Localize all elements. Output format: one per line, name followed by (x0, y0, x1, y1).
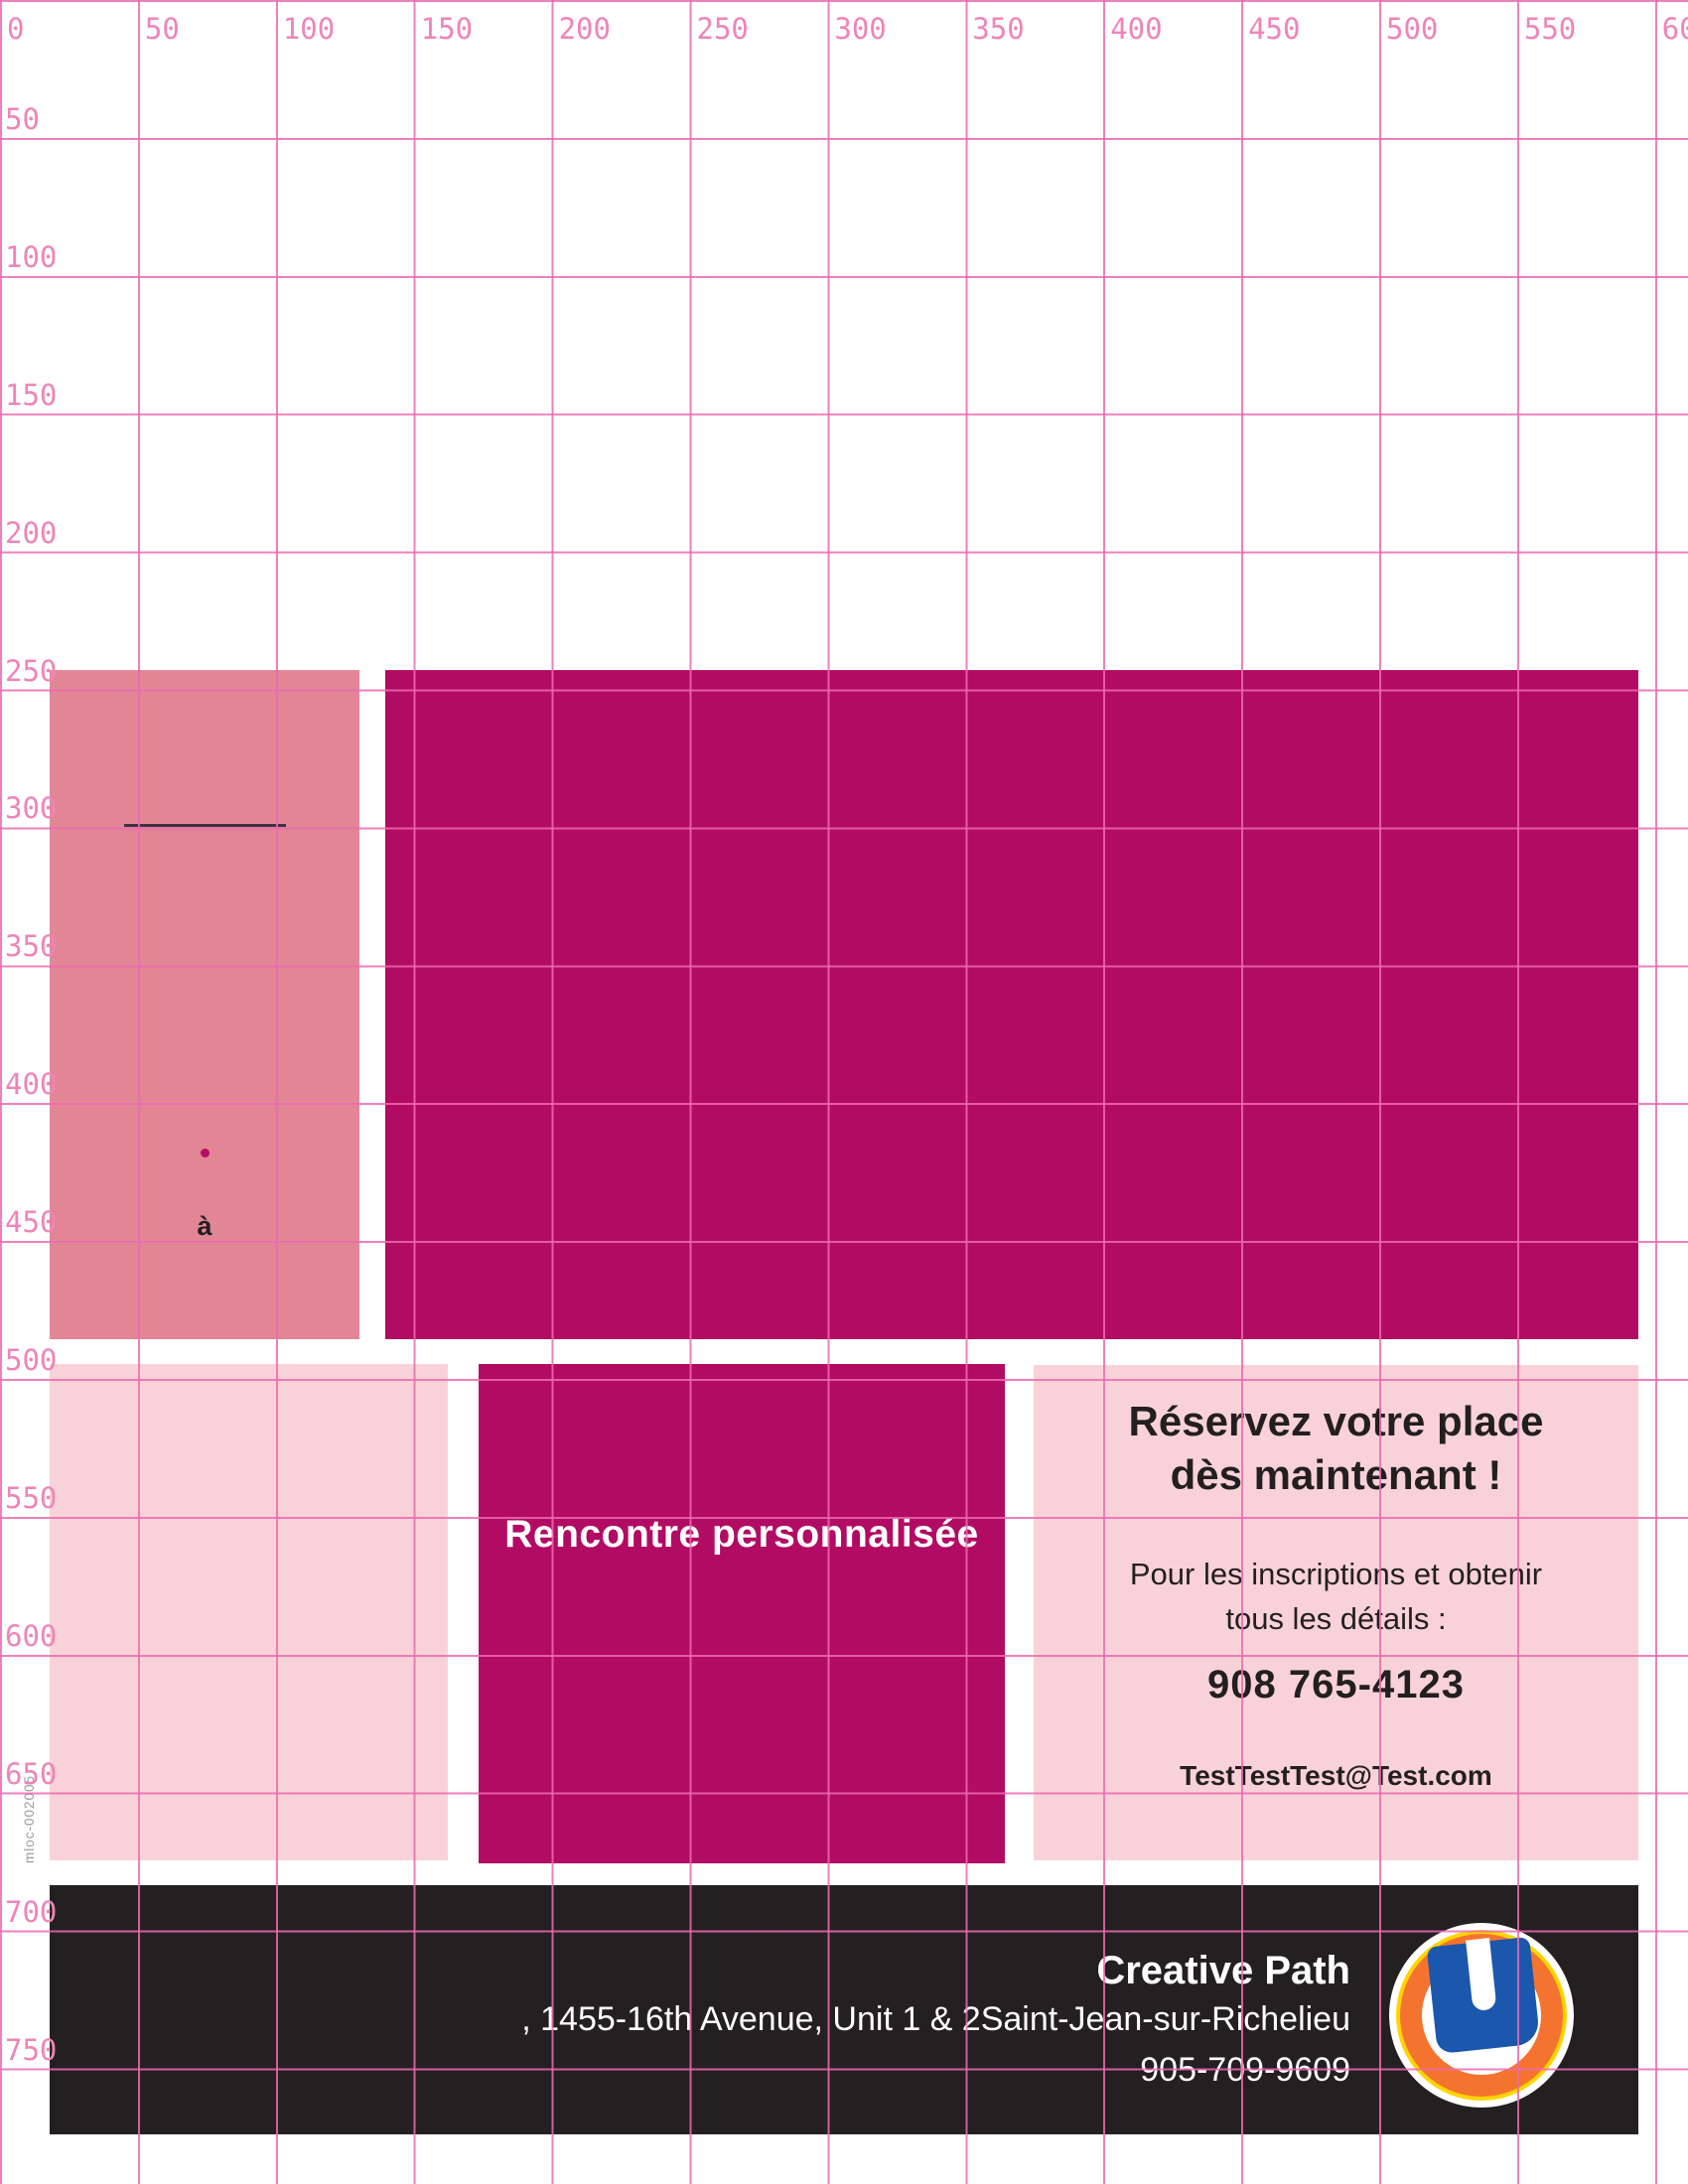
footer-address: , 1455-16th Avenue, Unit 1 & 2Saint-Jean… (521, 2000, 1350, 2038)
ruler-label-top: 50 (144, 12, 180, 46)
ruler-label-top: 350 (972, 12, 1025, 46)
brand-logo (1389, 1923, 1574, 2108)
footer-brand-name: Creative Path (1096, 1949, 1350, 1992)
ruler-label-left: 150 (5, 377, 58, 412)
booking-panel: Réservez votre place dès maintenant ! Po… (1034, 1365, 1638, 1860)
hero-image-placeholder (385, 670, 1638, 1339)
print-job-code: mloc-002005 (22, 1774, 37, 1863)
ruler-label-top: 400 (1110, 12, 1163, 46)
booking-headline-line1: Réservez votre place (1128, 1398, 1544, 1444)
booking-body-line1: Pour les inscriptions et obtenir (1129, 1557, 1543, 1591)
ruler-label-left: 100 (5, 239, 58, 274)
session-title: Rencontre personnalisée (504, 1513, 979, 1556)
booking-headline-line2: dès maintenant ! (1170, 1451, 1502, 1498)
logo-u-letter (1426, 1936, 1541, 2055)
ruler-label-top: 500 (1386, 12, 1439, 46)
ruler-label-top: 150 (420, 12, 474, 46)
ruler-label-top: 250 (696, 12, 749, 46)
ruler-label-left: 50 (5, 101, 40, 136)
blank-fill-line (124, 824, 286, 827)
ruler-label-top: 200 (558, 12, 611, 46)
left-blank-panel (50, 1364, 448, 1860)
ruler-label-top: 300 (834, 12, 887, 46)
separator-dot (201, 1149, 210, 1158)
logo-u-notch (1466, 1938, 1497, 2012)
ruler-label-left: 200 (5, 515, 58, 550)
schedule-panel: à (50, 670, 359, 1339)
booking-body-line2: tous les détails : (1225, 1601, 1447, 1636)
ruler-label-top: 0 (7, 12, 25, 46)
ruler-label-top: 600 (1661, 12, 1688, 46)
booking-email: TestTestTest@Test.com (1180, 1760, 1492, 1791)
footer-bar: Creative Path , 1455-16th Avenue, Unit 1… (50, 1885, 1638, 2134)
ruler-label-top: 450 (1248, 12, 1301, 46)
booking-headline: Réservez votre place dès maintenant ! (1034, 1395, 1638, 1502)
booking-body: Pour les inscriptions et obtenir tous le… (1034, 1552, 1638, 1641)
booking-phone-number: 908 765-4123 (1207, 1663, 1465, 1706)
ruler-label-top: 550 (1523, 12, 1577, 46)
footer-phone-number: 905-709-9609 (1140, 2051, 1350, 2089)
footer-contact-block: Creative Path , 1455-16th Avenue, Unit 1… (521, 1947, 1350, 2095)
a-preposition-label: à (197, 1211, 212, 1241)
ruler-label-top: 100 (282, 12, 336, 46)
session-panel: Rencontre personnalisée (479, 1364, 1005, 1863)
